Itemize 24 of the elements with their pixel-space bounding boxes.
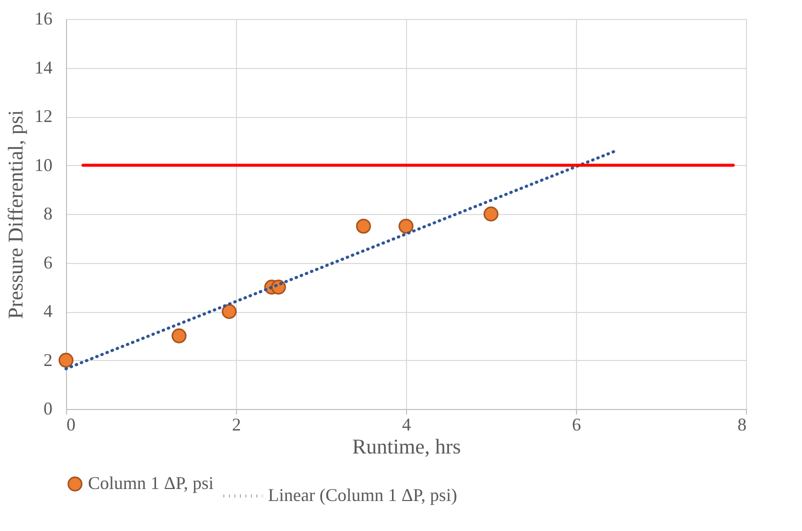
y-tick-label: 0	[44, 398, 52, 418]
y-tick-label: 4	[44, 301, 52, 321]
y-tick-label: 14	[34, 57, 52, 78]
y-axis-title: Pressure Differential, psi	[4, 110, 28, 319]
x-tick-label: 8	[738, 414, 746, 434]
x-tick-label: 6	[572, 414, 581, 434]
point	[484, 206, 498, 222]
x-axis-title: Runtime, hrs	[352, 434, 461, 458]
point	[398, 218, 414, 234]
x-tick-label: 0	[66, 414, 76, 434]
y-tick-label: 2	[44, 350, 52, 370]
point	[58, 352, 74, 368]
point	[172, 328, 187, 344]
y-tick-label: 6	[44, 252, 52, 272]
y-tick-label: 16	[34, 8, 52, 28]
y-tick-label: 8	[44, 204, 52, 224]
point	[356, 218, 371, 234]
y-tick-label: 10	[34, 154, 52, 175]
x-tick-label: 2	[232, 414, 241, 434]
legend-label: Linear (Column 1 ΔP, psi)	[268, 485, 458, 505]
point	[222, 304, 237, 319]
legend-label: Column 1 ΔP, psi	[88, 473, 214, 493]
y-tick-label: 12	[34, 106, 52, 126]
x-tick-label: 4	[402, 414, 411, 434]
